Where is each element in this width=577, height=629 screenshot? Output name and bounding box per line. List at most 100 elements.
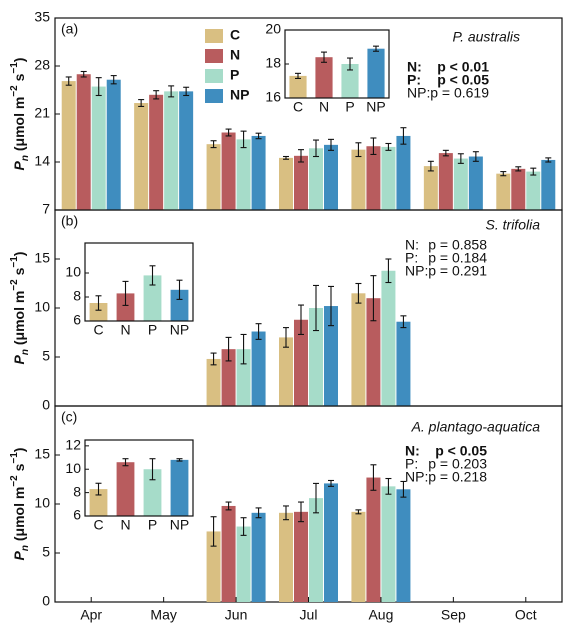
species-name: A. plantago-aquatica <box>411 419 541 435</box>
y-axis-label-part: s <box>11 463 27 475</box>
bar <box>294 319 308 406</box>
inset-x-label: P <box>345 99 354 115</box>
bar <box>396 489 411 602</box>
bar <box>396 321 411 406</box>
inset-x-label: P <box>148 322 157 338</box>
inset-x-label: N <box>319 99 329 115</box>
inset-x-label: NP <box>170 517 189 533</box>
stat-label: N: <box>405 443 420 459</box>
inset-bar <box>315 57 333 98</box>
inset-bar <box>367 48 385 98</box>
stat-label: P: <box>405 456 418 472</box>
species-name: P. australis <box>453 29 520 45</box>
bar <box>423 166 438 210</box>
bar <box>236 349 251 406</box>
y-axis-label-part: n <box>20 545 31 551</box>
panel: 7 14 21 28 35 Pn (μmol m−2 s−1) (a) P. australi… <box>9 9 563 217</box>
y-tick-label: 10 <box>34 495 50 511</box>
inset-y-tick-label: 18 <box>265 55 281 71</box>
bar <box>366 146 381 210</box>
bar <box>106 79 121 210</box>
bar <box>309 498 323 602</box>
inset-y-tick-label: 12 <box>65 437 81 453</box>
bar <box>61 81 76 210</box>
bar <box>381 146 396 210</box>
y-tick-label: 10 <box>34 299 50 315</box>
stat-label: N: <box>407 59 422 75</box>
y-axis-label-part: −1 <box>9 62 20 74</box>
y-tick-label: 35 <box>34 9 50 25</box>
bar <box>251 512 266 602</box>
legend-swatch <box>205 89 223 103</box>
bar <box>164 91 179 210</box>
bar <box>221 132 236 210</box>
bar <box>366 298 381 406</box>
bar <box>324 306 338 406</box>
x-tick-label: Jun <box>225 607 248 623</box>
legend-label: P <box>230 67 239 83</box>
bar <box>91 86 106 210</box>
bar <box>221 349 236 406</box>
y-axis-label-part: P <box>11 160 27 170</box>
legend-label: C <box>230 27 240 43</box>
y-axis-label-part: −1 <box>9 452 20 464</box>
inset-bar <box>116 293 135 321</box>
y-tick-label: 0 <box>42 593 50 609</box>
y-axis-label-part: ) <box>11 58 27 63</box>
bar <box>134 103 149 210</box>
stat-value: p = 0.291 <box>428 263 487 279</box>
y-axis-label-part: (μmol m <box>11 291 27 349</box>
inset-bar <box>89 303 108 321</box>
y-tick-label: 0 <box>42 397 50 413</box>
inset-x-label: NP <box>170 322 189 338</box>
bar <box>381 270 396 406</box>
bar <box>179 91 194 210</box>
y-axis-label-part: (μmol m <box>11 97 27 155</box>
y-axis-label-part: P <box>11 354 27 364</box>
inset-y-tick-label: 8 <box>73 288 81 304</box>
y-tick-label: 5 <box>42 348 50 364</box>
y-axis-label-part: n <box>20 155 31 161</box>
inset-frame <box>84 242 194 322</box>
bar <box>206 144 221 210</box>
y-tick-label: 15 <box>34 250 50 266</box>
stat-label: N: <box>405 237 419 253</box>
x-tick-label: May <box>150 607 176 623</box>
stat-label: P: <box>407 72 421 88</box>
y-axis-label-part: ) <box>11 252 27 257</box>
legend-swatch <box>205 49 223 63</box>
y-axis-label-part: −2 <box>9 85 20 97</box>
bar <box>251 331 266 406</box>
inset-x-label: C <box>293 99 303 115</box>
legend-label: N <box>230 47 240 63</box>
bar <box>541 159 556 210</box>
bar <box>324 483 338 602</box>
stat-value: p = 0.619 <box>430 85 489 101</box>
inset-frame <box>84 439 194 517</box>
bar <box>381 486 396 602</box>
panel-frame <box>54 17 563 211</box>
y-axis-label: Pn (μmol m−2 s−1) <box>9 448 31 561</box>
y-axis-label-part: s <box>11 73 27 85</box>
inset-x-label: C <box>93 322 103 338</box>
y-axis-label-part: −2 <box>9 279 20 291</box>
x-tick-label: Apr <box>80 607 102 623</box>
x-tick-label: Jul <box>300 607 318 623</box>
stat-value: p < 0.05 <box>435 443 487 459</box>
y-tick-label: 28 <box>34 57 50 73</box>
inset-y-tick-label: 6 <box>73 312 81 328</box>
panel-label: (c) <box>61 409 77 425</box>
bar <box>76 74 91 210</box>
legend-label: NP <box>230 87 249 103</box>
bar <box>279 157 293 210</box>
stat-label: NP: <box>405 469 428 485</box>
stat-value: p = 0.218 <box>428 469 487 485</box>
bar <box>309 308 323 406</box>
y-tick-label: 15 <box>34 446 50 462</box>
inset-x-label: N <box>120 322 130 338</box>
